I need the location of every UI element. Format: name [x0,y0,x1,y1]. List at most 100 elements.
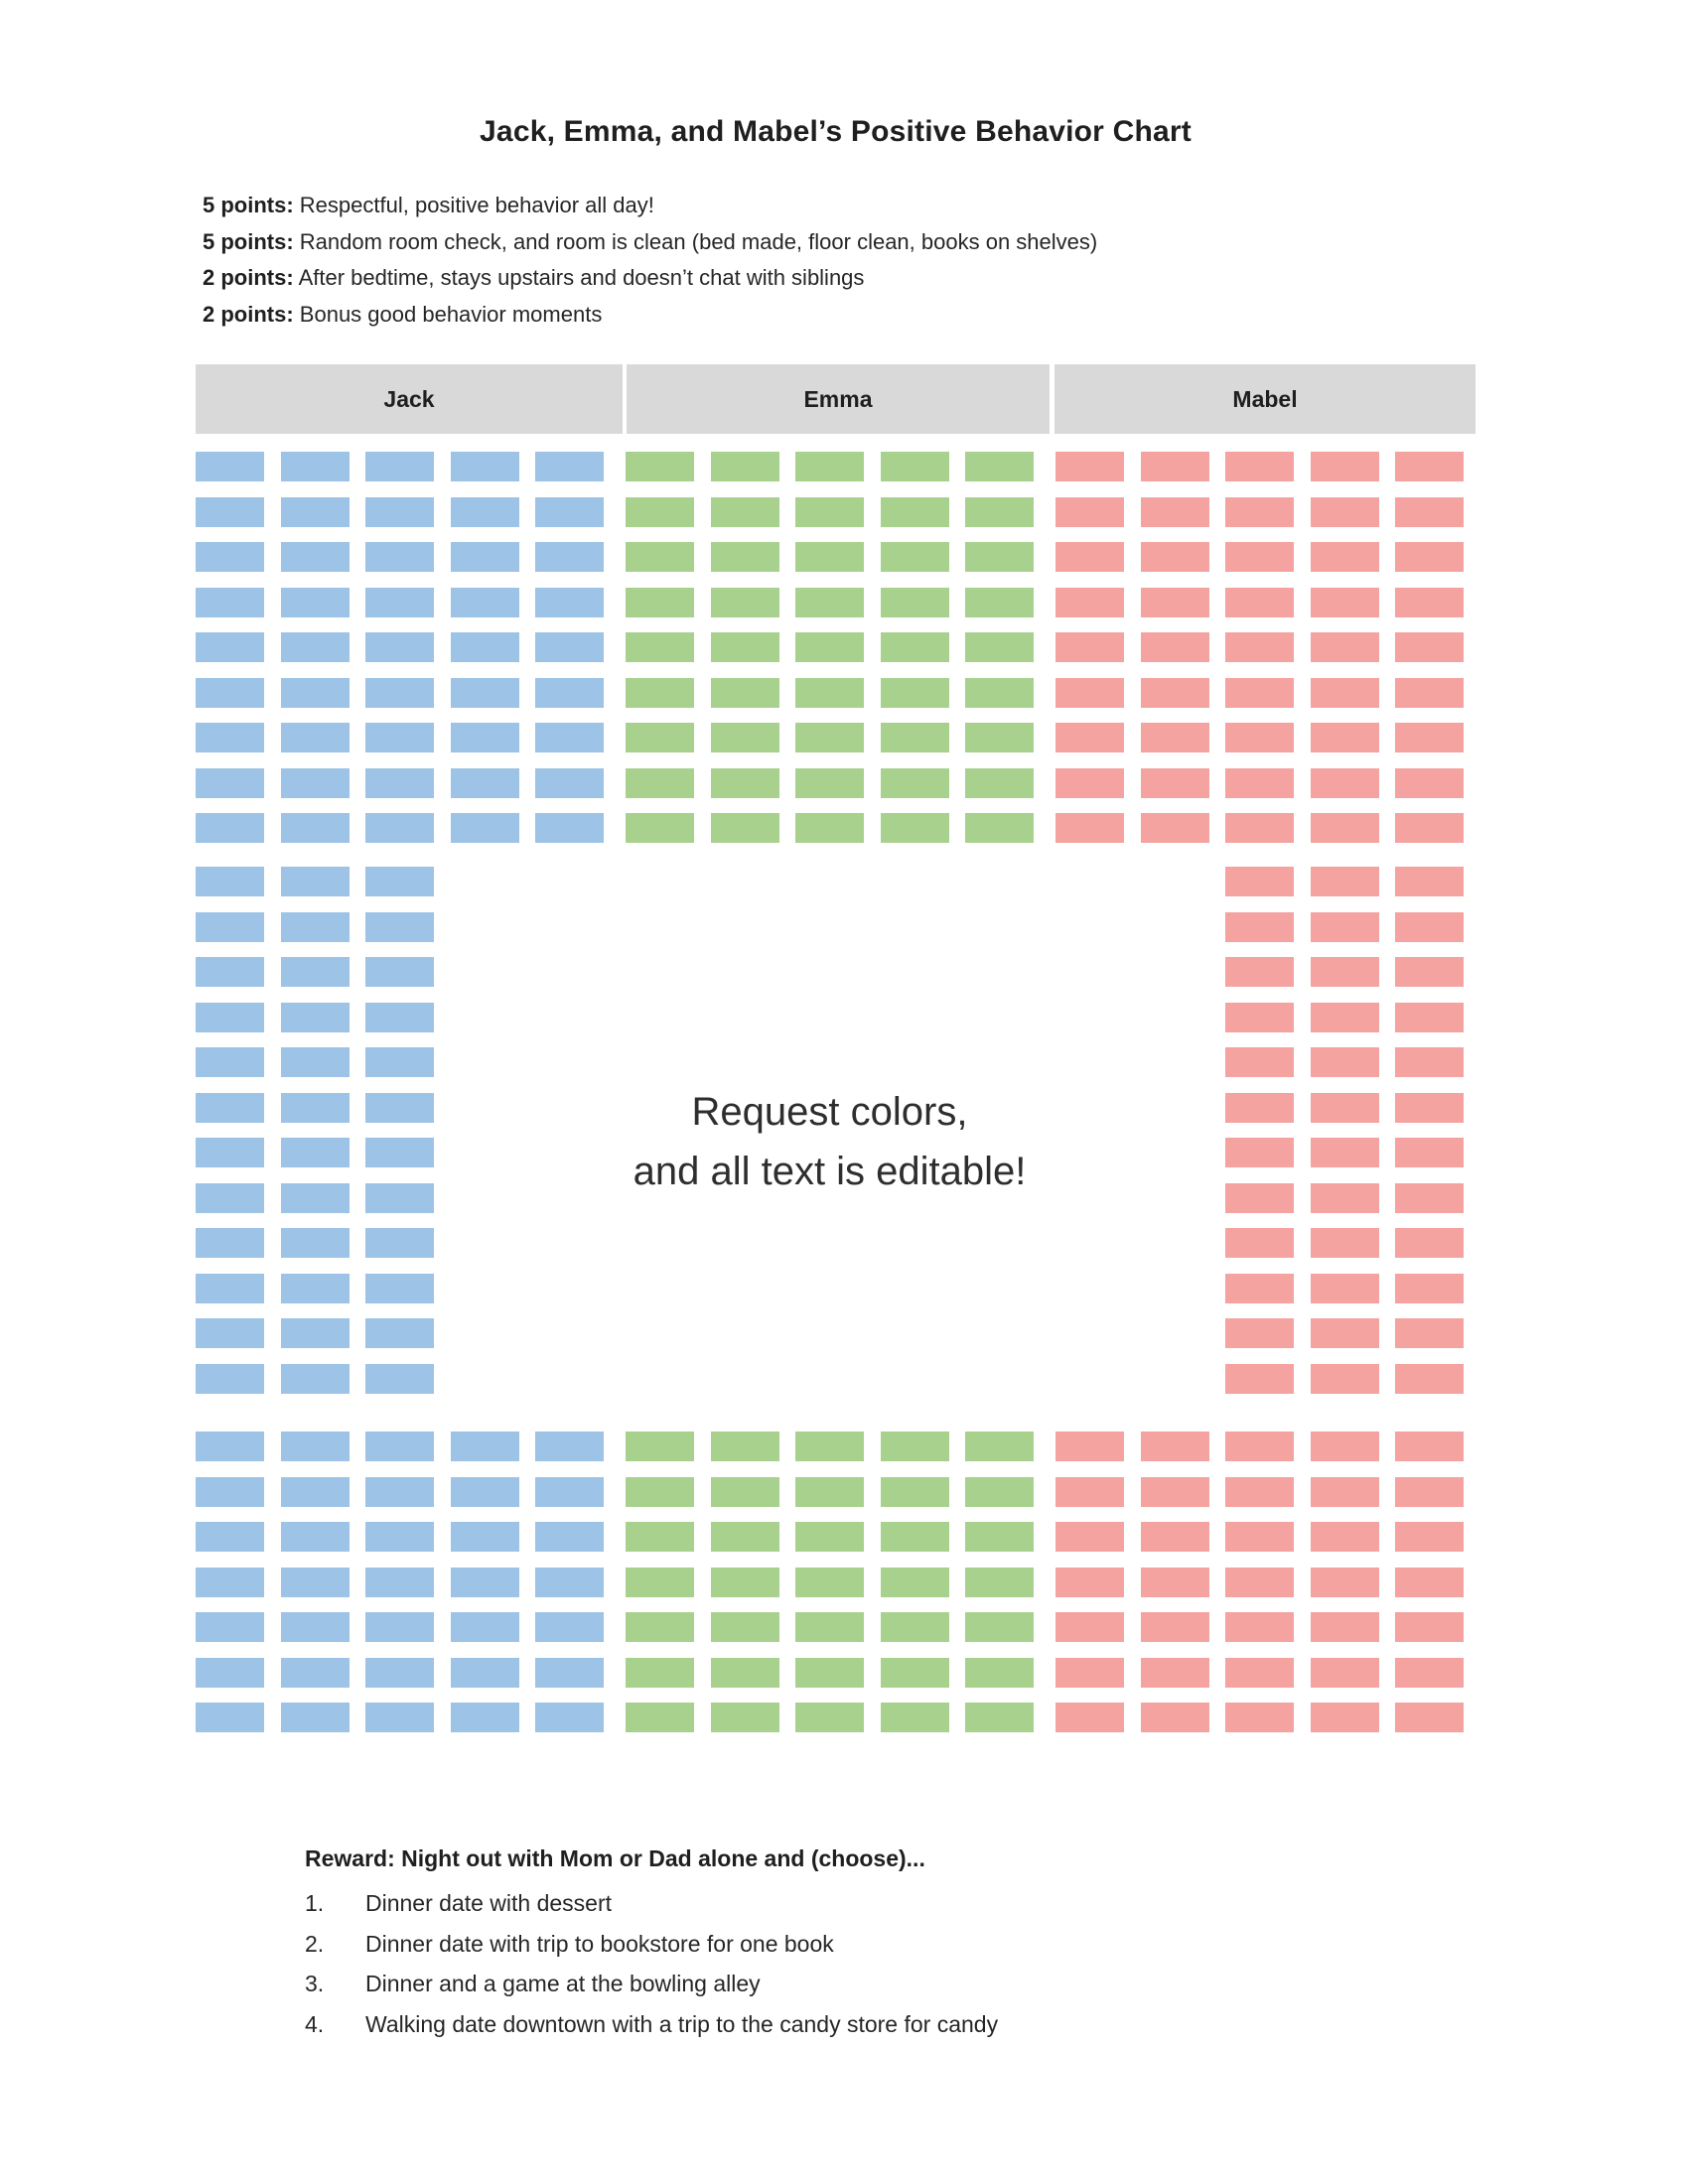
point-box-mabel [1225,1228,1294,1258]
point-box-emma [965,1612,1034,1642]
point-box-mabel [1395,1228,1464,1258]
point-box-jack [196,1522,264,1552]
point-box-jack [280,1092,350,1123]
point-box-emma [965,677,1034,708]
point-box-emma [626,1522,694,1552]
point-box-jack [196,767,264,798]
point-box-jack [450,813,519,843]
point-box-jack [535,1612,604,1642]
point-box-jack [280,1002,350,1032]
point-box-jack [196,587,264,617]
point-box-emma [710,587,779,617]
point-box-mabel [1225,1092,1294,1123]
point-box-jack [365,1092,434,1123]
point-box-mabel [1055,767,1124,798]
point-box-jack [280,1182,350,1213]
point-box-emma [965,1657,1034,1688]
reward-number: 4. [305,2010,325,2037]
point-box-emma [710,1567,779,1597]
point-box-jack [196,1318,264,1348]
point-box-mabel [1310,1228,1379,1258]
point-box-mabel [1395,632,1464,662]
point-box-mabel [1310,1182,1379,1213]
point-box-mabel [1310,1432,1379,1461]
point-box-jack [365,1047,434,1077]
point-box-emma [965,767,1034,798]
point-box-mabel [1140,1703,1209,1732]
point-box-emma [795,1567,864,1597]
point-box-jack [280,1138,350,1167]
point-box-jack [196,1138,264,1167]
point-box-jack [365,767,434,798]
point-box-mabel [1225,1476,1294,1507]
point-box-emma [795,542,864,572]
point-box-emma [965,496,1034,527]
point-box-emma [626,632,694,662]
point-box-emma [626,813,694,843]
point-box-mabel [1225,723,1294,752]
rewards-heading: Reward: Night out with Mom or Dad alone … [305,1845,925,1871]
reward-text: Walking date downtown with a trip to the… [365,2010,999,2037]
point-box-mabel [1225,677,1294,708]
point-box-jack [450,1703,519,1732]
point-box-jack [535,452,604,481]
point-box-jack [365,1318,434,1348]
point-box-emma [880,452,949,481]
point-box-emma [626,1432,694,1461]
point-box-jack [535,677,604,708]
point-box-emma [880,632,949,662]
point-box-jack [196,957,264,987]
point-box-mabel [1395,1047,1464,1077]
point-box-mabel [1310,1657,1379,1688]
point-box-mabel [1055,813,1124,843]
point-box-mabel [1310,1047,1379,1077]
point-box-jack [196,1047,264,1077]
point-box-jack [280,452,350,481]
point-box-mabel [1395,1273,1464,1303]
point-box-mabel [1395,677,1464,708]
point-box-mabel [1055,1522,1124,1552]
point-box-jack [535,632,604,662]
point-box-emma [965,587,1034,617]
point-box-emma [710,452,779,481]
point-box-jack [365,632,434,662]
point-box-jack [196,1182,264,1213]
point-box-mabel [1395,1522,1464,1552]
point-box-mabel [1140,587,1209,617]
point-box-emma [626,587,694,617]
point-box-jack [280,813,350,843]
point-box-jack [535,1432,604,1461]
legend-points-label: 2 points: [203,265,294,290]
point-box-jack [196,496,264,527]
point-box-mabel [1310,1476,1379,1507]
point-box-mabel [1395,452,1464,481]
point-box-jack [450,542,519,572]
point-box-mabel [1055,542,1124,572]
point-box-mabel [1140,813,1209,843]
column-header-jack: Jack [196,364,623,434]
point-box-jack [196,542,264,572]
point-box-emma [626,1657,694,1688]
point-box-mabel [1140,452,1209,481]
point-box-jack [365,911,434,942]
point-box-mabel [1310,496,1379,527]
point-box-jack [365,813,434,843]
point-box-mabel [1225,632,1294,662]
point-box-mabel [1310,911,1379,942]
point-box-jack [535,542,604,572]
point-box-emma [795,767,864,798]
point-box-mabel [1225,1047,1294,1077]
point-box-emma [880,767,949,798]
point-box-jack [365,957,434,987]
point-box-jack [365,1657,434,1688]
point-box-mabel [1310,813,1379,843]
point-box-mabel [1395,1318,1464,1348]
point-box-jack [365,1476,434,1507]
point-box-mabel [1310,1138,1379,1167]
point-box-emma [965,723,1034,752]
point-box-emma [795,1432,864,1461]
point-box-mabel [1310,1002,1379,1032]
legend-text: Respectful, positive behavior all day! [299,193,654,217]
point-box-jack [450,1522,519,1552]
point-box-jack [280,1522,350,1552]
